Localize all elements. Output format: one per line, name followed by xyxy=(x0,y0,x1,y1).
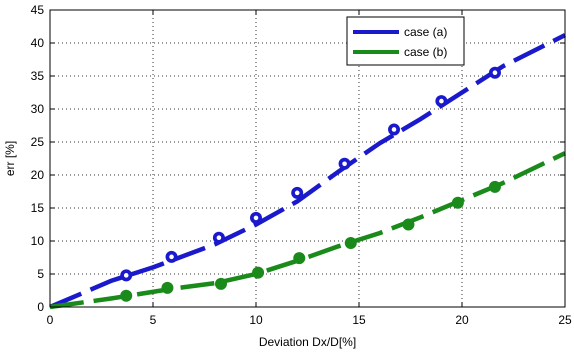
series-layer xyxy=(49,33,567,310)
x-tick-label: 25 xyxy=(558,313,572,327)
legend-label-case-a: case (a) xyxy=(404,25,447,39)
y-tick-label: 0 xyxy=(37,300,44,314)
y-tick-label: 15 xyxy=(31,201,45,215)
y-tick-label: 20 xyxy=(31,168,45,182)
legend: case (a) case (b) xyxy=(346,16,465,66)
ticks: 0 5 10 15 20 25 0 5 10 15 20 25 30 35 40 45 xyxy=(31,3,572,327)
y-tick-label: 35 xyxy=(31,69,45,83)
y-tick-label: 10 xyxy=(31,234,45,248)
x-tick-label: 10 xyxy=(249,313,263,327)
data-point-hole-case-a xyxy=(492,70,498,75)
data-point-case-b xyxy=(161,281,174,294)
data-point-case-b xyxy=(451,196,464,209)
y-axis-title: err [%] xyxy=(3,141,17,176)
data-point-case-b xyxy=(402,218,415,231)
y-tick-label: 25 xyxy=(31,135,45,149)
grid xyxy=(50,10,565,307)
data-point-case-b xyxy=(252,266,265,279)
data-point-hole-case-a xyxy=(216,235,222,240)
y-tick-label: 5 xyxy=(37,267,44,281)
data-point-hole-case-a xyxy=(123,273,129,278)
legend-box xyxy=(346,16,465,66)
legend-label-case-b: case (b) xyxy=(404,45,447,59)
data-point-case-b xyxy=(293,252,306,265)
data-point-hole-case-a xyxy=(253,215,259,221)
data-point-case-b xyxy=(120,289,133,302)
x-tick-label: 15 xyxy=(352,313,366,327)
x-tick-label: 0 xyxy=(47,313,54,327)
data-point-case-b xyxy=(488,180,501,193)
y-tick-label: 30 xyxy=(31,102,45,116)
x-tick-label: 5 xyxy=(150,313,157,327)
y-tick-label: 45 xyxy=(31,3,45,17)
data-point-hole-case-a xyxy=(169,254,174,260)
data-point-hole-case-a xyxy=(391,127,397,132)
data-point-hole-case-a xyxy=(342,161,347,167)
x-axis-title: Deviation Dx/D[%] xyxy=(259,335,356,349)
data-point-hole-case-a xyxy=(294,190,300,196)
data-point-case-b xyxy=(214,277,227,290)
data-point-hole-case-a xyxy=(439,98,444,104)
y-tick-label: 40 xyxy=(31,36,45,50)
data-point-case-b xyxy=(344,236,357,249)
series-line-case-a xyxy=(49,33,567,310)
plot-frame xyxy=(49,9,566,308)
x-tick-label: 20 xyxy=(455,313,469,327)
